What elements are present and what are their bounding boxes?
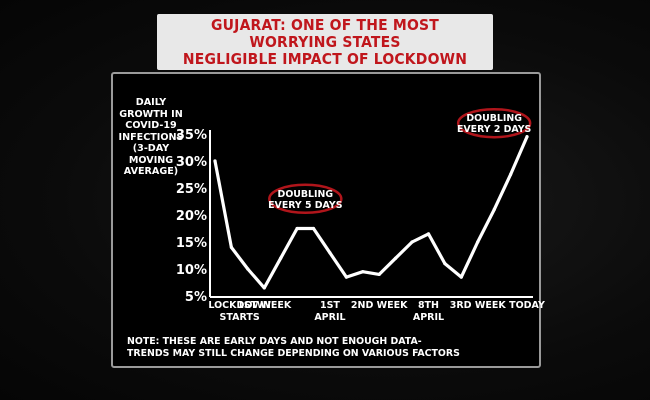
data-point	[279, 256, 283, 260]
annotation-label: DOUBLING EVERY 5 DAYS	[268, 189, 343, 211]
data-point	[410, 240, 414, 244]
y-axis-label: DAILY GROWTH IN COVID-19 INFECTIONS (3-D…	[118, 97, 184, 177]
data-point	[443, 262, 447, 266]
y-tick-label: 20%	[176, 209, 207, 224]
y-tick-label: 30%	[176, 155, 207, 170]
title-line-2: WORRYING STATES	[249, 32, 401, 51]
data-point	[246, 267, 250, 271]
data-point	[328, 251, 332, 255]
y-tick-label: 35%	[176, 128, 207, 143]
data-point	[394, 256, 398, 260]
x-tick-label: 8TH APRIL	[413, 300, 444, 323]
annotation-ellipse	[456, 107, 532, 139]
data-point	[295, 226, 299, 231]
series-line	[213, 135, 529, 290]
data-point	[426, 232, 431, 236]
data-point	[229, 245, 234, 249]
chart-note: NOTE: THESE ARE EARLY DAYS AND NOT ENOUG…	[127, 336, 460, 359]
data-point	[344, 275, 348, 279]
data-point	[459, 275, 463, 279]
data-point	[262, 286, 266, 290]
annotation-ellipse	[268, 183, 343, 215]
y-tick-label: 5%	[185, 290, 207, 305]
annotation-label: DOUBLING EVERY 2 DAYS	[457, 113, 532, 135]
data-point	[492, 208, 496, 212]
data-point	[508, 172, 513, 177]
y-tick-label: 15%	[176, 236, 207, 251]
title-line-3: NEGLIGIBLE IMPACT OF LOCKDOWN	[182, 49, 468, 68]
data-point	[311, 226, 316, 231]
data-point	[525, 135, 529, 139]
title-line-1: GUJARAT: ONE OF THE MOST	[211, 15, 439, 34]
x-tick-label: 2ND WEEK	[351, 300, 408, 311]
x-tick-label: 3RD WEEK	[450, 300, 507, 311]
x-tick-label: LOCKDOWN STARTS	[208, 300, 271, 323]
x-tick-label: TODAY	[509, 300, 545, 311]
title-banner: GUJARAT: ONE OF THE MOST WORRYING STATES…	[157, 14, 493, 70]
y-tick-label: 10%	[176, 263, 207, 278]
data-point	[361, 270, 365, 274]
data-point	[476, 240, 480, 244]
y-tick-label: 25%	[176, 182, 207, 197]
data-point	[213, 159, 217, 163]
x-tick-label: 1ST WEEK	[237, 300, 292, 311]
x-tick-label: 1ST APRIL	[314, 300, 345, 323]
data-point	[377, 272, 381, 276]
